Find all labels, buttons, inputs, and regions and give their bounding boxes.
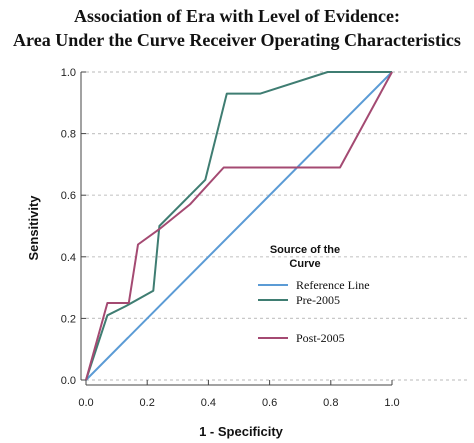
- series-line-reference-line: [85, 71, 393, 381]
- legend-label-pre-2005: Pre-2005: [296, 293, 340, 307]
- series-line-post-2005: [85, 71, 393, 381]
- axes: [80, 71, 393, 386]
- x-tick-label: 0.8: [323, 397, 338, 409]
- legend-label-reference-line: Reference Line: [296, 278, 370, 292]
- y-tick-label: 0.2: [61, 313, 76, 325]
- x-tick-label: 0.2: [140, 397, 155, 409]
- x-axis-label: 1 - Specificity: [199, 424, 284, 439]
- series-lines: [85, 71, 393, 381]
- y-axis-label: Sensitivity: [26, 195, 41, 261]
- x-tick-label: 0.0: [78, 397, 93, 409]
- y-tick-labels: 0.0 0.2 0.4 0.6 0.8 1.0: [61, 67, 76, 387]
- chart-title: Association of Era with Level of Evidenc…: [74, 6, 400, 26]
- y-tick-label: 1.0: [61, 67, 76, 79]
- legend-label-post-2005: Post-2005: [296, 331, 345, 345]
- x-tick-labels: 0.0 0.2 0.4 0.6 0.8 1.0: [78, 397, 399, 409]
- y-tick-label: 0.8: [61, 129, 76, 141]
- legend-title-line1: Source of the: [270, 244, 340, 256]
- y-tick-label: 0.0: [61, 375, 76, 387]
- legend: Source of the Curve Reference LinePre-20…: [258, 244, 370, 345]
- x-tick-label: 0.6: [262, 397, 277, 409]
- series-line-pre-2005: [85, 71, 392, 381]
- x-tick-label: 0.4: [201, 397, 216, 409]
- x-tick-label: 1.0: [384, 397, 399, 409]
- y-tick-label: 0.6: [61, 190, 76, 202]
- legend-title-line2: Curve: [289, 258, 320, 270]
- chart-subtitle: Area Under the Curve Receiver Operating …: [13, 30, 461, 50]
- y-tick-label: 0.4: [61, 252, 76, 264]
- grid-lines: [86, 71, 470, 381]
